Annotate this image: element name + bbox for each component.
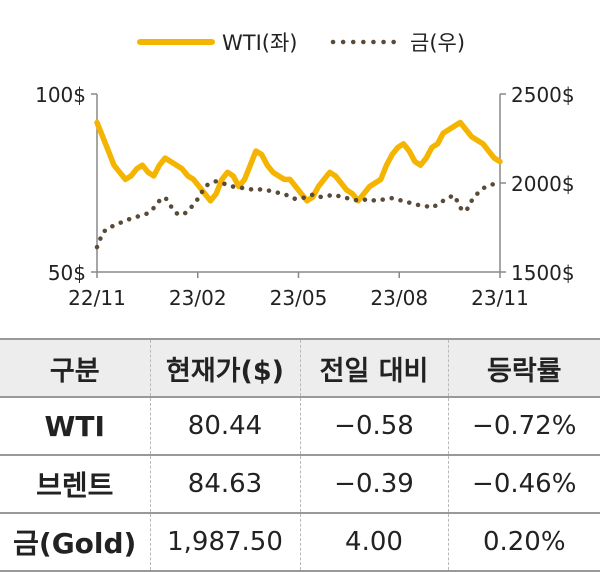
row-label: 금(Gold): [0, 513, 150, 572]
header-category: 구분: [0, 338, 150, 398]
cell-day-change: −0.58: [299, 397, 448, 456]
row-label: WTI: [0, 397, 150, 456]
table-row: 브렌트 84.63 −0.39 −0.46%: [0, 455, 600, 514]
cell-current-price: 80.44: [149, 397, 300, 456]
x-tick-label: 23/08: [370, 286, 428, 310]
y-right-tick-label: 2500$: [511, 83, 575, 107]
cell-current-price: 1,987.50: [149, 513, 300, 572]
table-row: 금(Gold) 1,987.50 4.00 0.20%: [0, 513, 600, 572]
y-left-tick-label: 50$: [48, 261, 86, 285]
chart-legend: WTI(좌) 금(우): [137, 31, 465, 55]
header-change-rate: 등락률: [447, 338, 600, 398]
chart-plot-area: [94, 119, 503, 250]
y-left-tick-label: 100$: [35, 83, 86, 107]
series-line-wti: [94, 119, 503, 204]
legend-label-wti: WTI(좌): [222, 31, 298, 55]
price-table: 구분 현재가($) 전일 대비 등락률 WTI 80.44 −0.58 −0.7…: [0, 338, 600, 572]
cell-day-change: −0.39: [299, 455, 448, 514]
x-tick-label: 23/05: [270, 286, 328, 310]
header-current-price: 현재가($): [149, 338, 300, 398]
x-tick-label: 23/02: [169, 286, 227, 310]
cell-current-price: 84.63: [149, 455, 300, 514]
price-chart: WTI(좌) 금(우) 50$ 100$ 1500$ 2000$ 2500$ 22/11 2…: [35, 31, 575, 310]
chart-axes: 50$ 100$ 1500$ 2000$ 2500$ 22/11 23/02 23/05 23/…: [35, 83, 575, 310]
row-label: 브렌트: [0, 455, 150, 514]
cell-change-rate: 0.20%: [447, 513, 600, 572]
legend-label-gold: 금(우): [410, 31, 465, 55]
table-header-row: 구분 현재가($) 전일 대비 등락률: [0, 338, 600, 398]
x-tick-label: 23/11: [471, 286, 529, 310]
cell-change-rate: −0.72%: [447, 397, 600, 456]
y-right-tick-label: 1500$: [511, 261, 575, 285]
cell-change-rate: −0.46%: [447, 455, 600, 514]
header-day-change: 전일 대비: [299, 338, 448, 398]
y-right-tick-label: 2000$: [511, 172, 575, 196]
x-tick-label: 22/11: [68, 286, 126, 310]
table-row: WTI 80.44 −0.58 −0.72%: [0, 397, 600, 456]
cell-day-change: 4.00: [299, 513, 448, 572]
